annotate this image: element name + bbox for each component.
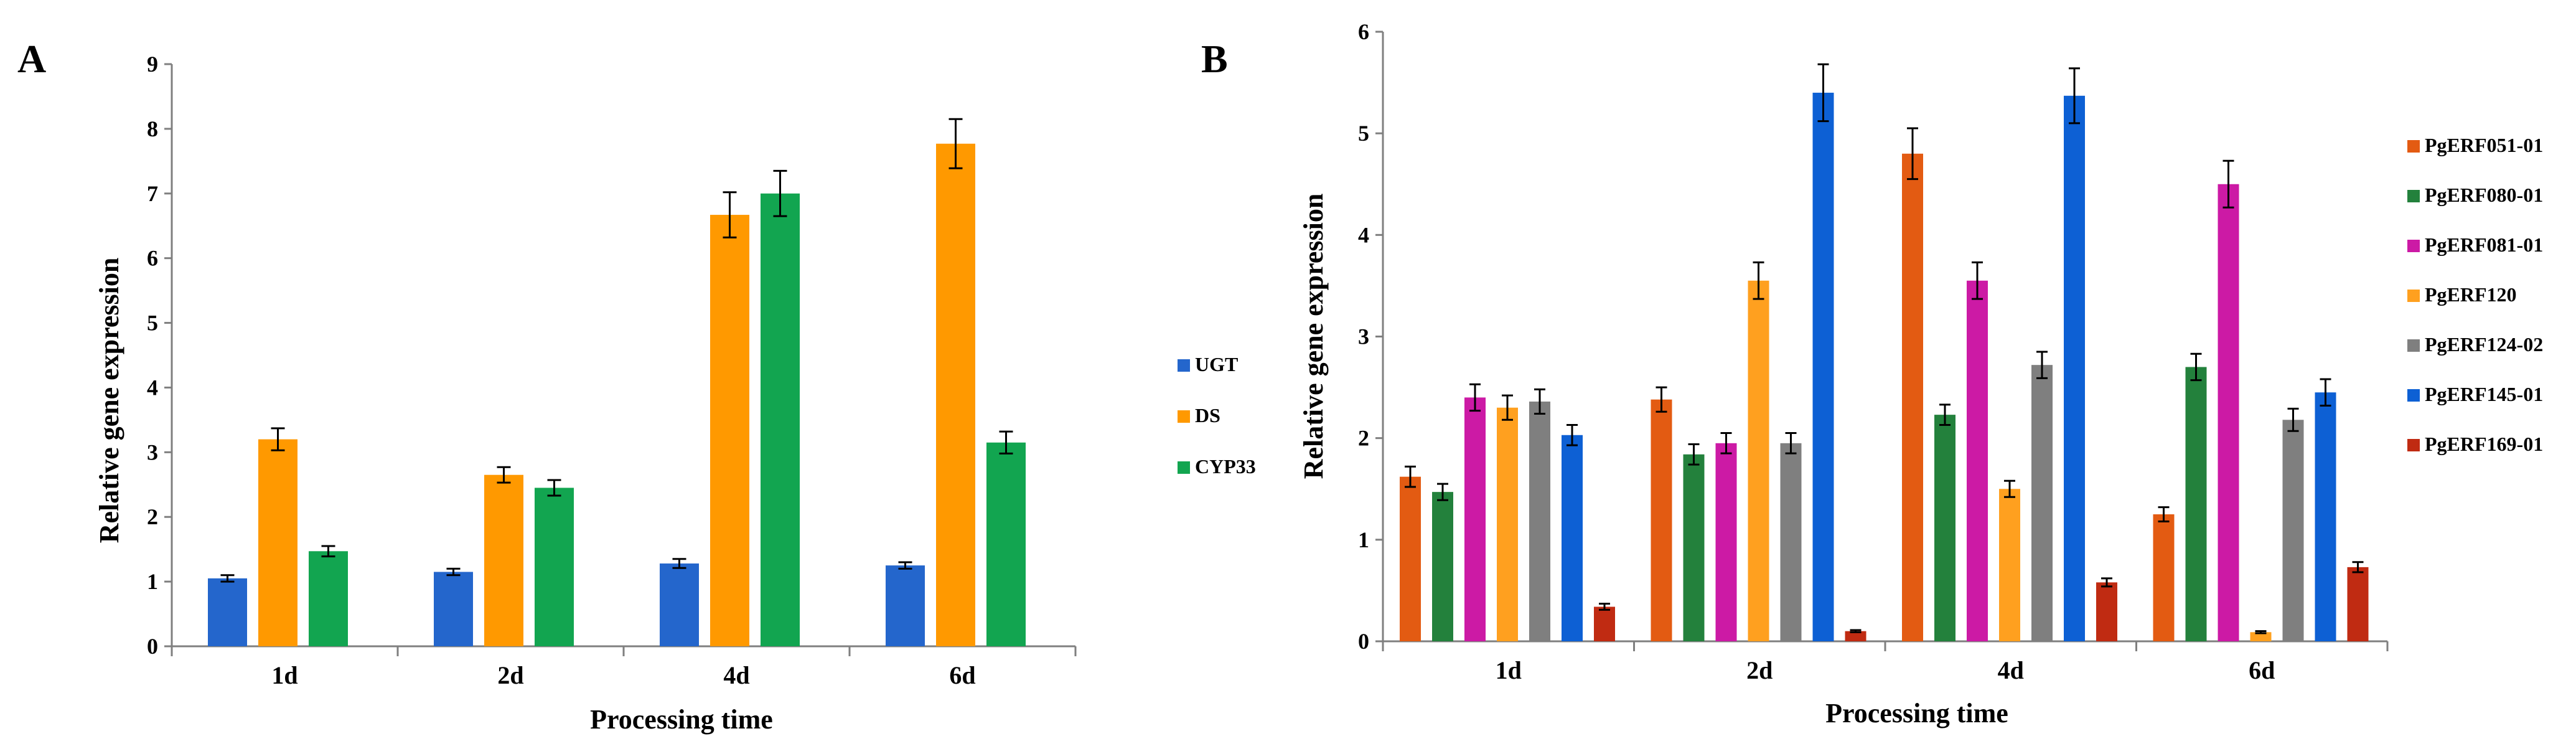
b-bar-pgerf145-01 xyxy=(2315,392,2336,641)
b-legend-swatch xyxy=(2407,339,2420,352)
b-legend-swatch xyxy=(2407,240,2420,252)
a-bar-ds xyxy=(484,474,523,646)
b-bar-pgerf120 xyxy=(2250,632,2272,641)
b-bar-pgerf120 xyxy=(1497,407,1518,641)
a-category-label: 1d xyxy=(271,661,297,689)
b-legend-label: PgERF145-01 xyxy=(2425,383,2543,405)
a-bar-cyp33 xyxy=(309,551,348,646)
a-category-label: 2d xyxy=(497,661,523,689)
a-bar-ugt xyxy=(208,578,247,646)
a-bar-ugt xyxy=(660,563,699,646)
panel-a-bars xyxy=(208,118,1026,647)
panel-a-legend: UGT DS CYP33 xyxy=(1178,353,1256,478)
b-legend-label: PgERF080-01 xyxy=(2425,184,2543,206)
b-bar-pgerf051-01 xyxy=(1902,153,1923,642)
b-y-tick-label: 3 xyxy=(1358,324,1369,349)
b-y-tick-label: 4 xyxy=(1358,222,1369,247)
b-legend-label: PgERF051-01 xyxy=(2425,134,2543,156)
b-legend-swatch xyxy=(2407,190,2420,202)
b-y-tick-label: 0 xyxy=(1358,629,1369,654)
b-bar-pgerf124-02 xyxy=(2031,365,2053,641)
a-bar-cyp33 xyxy=(761,193,800,646)
a-bar-ds xyxy=(936,143,975,647)
a-y-tick-label: 9 xyxy=(147,52,158,77)
panel-a-chart: A Relative gene expression Processing ti… xyxy=(17,37,1256,735)
b-bar-pgerf120 xyxy=(1748,280,1769,642)
a-y-tick-label: 1 xyxy=(147,569,158,594)
b-bar-pgerf081-01 xyxy=(2218,184,2239,641)
b-bar-pgerf080-01 xyxy=(2185,367,2207,641)
b-bar-pgerf081-01 xyxy=(1715,443,1737,641)
panel-a-letter: A xyxy=(17,37,46,81)
a-bar-ugt xyxy=(434,572,473,646)
a-bar-ugt xyxy=(886,565,925,646)
a-y-tick-label: 5 xyxy=(147,311,158,336)
b-bar-pgerf081-01 xyxy=(1967,280,1988,642)
b-legend-label: PgERF124-02 xyxy=(2425,333,2543,356)
a-legend-swatch xyxy=(1178,461,1190,474)
b-legend-swatch xyxy=(2407,140,2420,153)
b-legend-swatch xyxy=(2407,439,2420,451)
b-bar-pgerf145-01 xyxy=(2064,95,2085,642)
b-category-label: 1d xyxy=(1496,656,1522,684)
b-y-tick-label: 2 xyxy=(1358,426,1369,451)
b-bar-pgerf080-01 xyxy=(1432,492,1453,641)
panel-b-y-axis-title: Relative gene expression xyxy=(1298,194,1329,479)
b-category-label: 6d xyxy=(2249,656,2275,684)
a-legend-label: CYP33 xyxy=(1195,455,1256,478)
a-y-tick-label: 0 xyxy=(147,634,158,659)
b-bar-pgerf145-01 xyxy=(1812,92,1834,641)
b-bar-pgerf124-02 xyxy=(1780,443,1802,641)
b-bar-pgerf080-01 xyxy=(1683,454,1705,641)
a-legend-swatch xyxy=(1178,359,1190,372)
b-bar-pgerf169-01 xyxy=(1594,606,1615,641)
b-bar-pgerf169-01 xyxy=(1845,631,1866,641)
a-bar-ds xyxy=(710,215,749,646)
a-y-tick-label: 2 xyxy=(147,504,158,529)
b-bar-pgerf124-02 xyxy=(2282,420,2304,641)
a-legend-swatch xyxy=(1178,410,1190,423)
a-y-tick-label: 4 xyxy=(147,375,158,400)
a-y-tick-label: 7 xyxy=(147,181,158,206)
b-category-label: 4d xyxy=(1998,656,2024,684)
panel-a-x-axis-title: Processing time xyxy=(590,704,773,735)
b-y-tick-label: 5 xyxy=(1358,121,1369,146)
panel-b-bars xyxy=(1400,63,2369,642)
b-bar-pgerf051-01 xyxy=(2153,514,2175,641)
a-bar-cyp33 xyxy=(986,442,1026,646)
a-category-label: 6d xyxy=(949,661,975,689)
b-legend-label: PgERF081-01 xyxy=(2425,233,2543,256)
panel-b-x-axis-title: Processing time xyxy=(1825,698,2008,728)
a-y-tick-label: 3 xyxy=(147,440,158,464)
panel-b-legend: PgERF051-01 PgERF080-01 PgERF081-01 PgERF12… xyxy=(2407,134,2543,455)
b-legend-label: PgERF169-01 xyxy=(2425,433,2543,455)
a-y-tick-label: 8 xyxy=(147,116,158,141)
b-bar-pgerf169-01 xyxy=(2096,582,2117,641)
b-category-label: 2d xyxy=(1746,656,1773,684)
b-bar-pgerf051-01 xyxy=(1400,476,1421,641)
a-bar-ds xyxy=(258,439,297,646)
b-bar-pgerf145-01 xyxy=(1562,435,1583,641)
panel-b-letter: B xyxy=(1201,37,1228,81)
panel-a-y-axis-title: Relative gene expression xyxy=(94,258,124,544)
b-bar-pgerf081-01 xyxy=(1464,397,1486,641)
b-bar-pgerf120 xyxy=(1999,489,2020,641)
b-legend-swatch xyxy=(2407,290,2420,302)
a-bar-cyp33 xyxy=(535,488,574,646)
a-legend-label: DS xyxy=(1195,404,1220,426)
b-legend-swatch xyxy=(2407,389,2420,402)
a-y-tick-label: 6 xyxy=(147,246,158,271)
b-y-tick-label: 1 xyxy=(1358,527,1369,552)
b-bar-pgerf169-01 xyxy=(2347,567,2369,641)
panel-b-chart: B Relative gene expression Processing ti… xyxy=(1201,19,2543,728)
a-category-label: 4d xyxy=(723,661,749,689)
b-legend-label: PgERF120 xyxy=(2425,283,2517,306)
a-legend-label: UGT xyxy=(1195,353,1238,375)
b-bar-pgerf051-01 xyxy=(1651,399,1672,641)
b-bar-pgerf124-02 xyxy=(1529,401,1550,641)
b-y-tick-label: 6 xyxy=(1358,19,1369,44)
b-bar-pgerf080-01 xyxy=(1934,415,1955,641)
